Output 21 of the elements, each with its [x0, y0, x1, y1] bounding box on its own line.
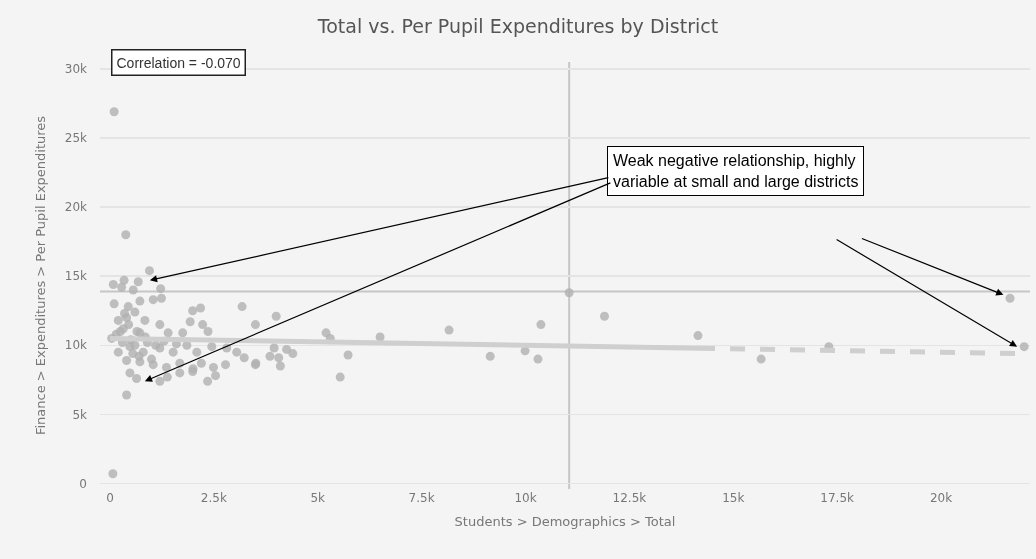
- y-tick-label: 20k: [64, 200, 88, 215]
- y-tick-label: 5k: [72, 407, 88, 422]
- y-tick-label: 10k: [64, 338, 88, 353]
- x-axis-title: Students > Demographics > Total: [454, 513, 676, 529]
- x-tick-label: 5k: [310, 491, 326, 505]
- x-tick-label: 20k: [929, 491, 953, 505]
- y-tick-label: 25k: [64, 131, 88, 146]
- y-tick-label: 30k: [64, 62, 88, 77]
- x-tick-label: 17.5k: [820, 491, 855, 505]
- y-axis-title: Finance > Expenditures > Per Pupil Expenditures: [32, 115, 48, 436]
- x-tick-label: 0: [106, 491, 114, 505]
- annotation: Weak negative relationship, highly variable at small and large districts: [613, 152, 859, 190]
- annotation: Correlation = -0.070: [116, 54, 241, 71]
- y-tick-label: 15k: [64, 269, 88, 284]
- x-tick-label: 10k: [514, 491, 537, 505]
- x-tick-label: 15k: [722, 491, 745, 505]
- x-tick-label: 2.5k: [200, 491, 227, 505]
- x-tick-label: 12.5k: [612, 491, 647, 505]
- y-tick-label: 0: [79, 476, 87, 491]
- chart-title: Total vs. Per Pupil Expenditures by District: [316, 14, 719, 37]
- x-tick-label: 7.5k: [408, 491, 435, 505]
